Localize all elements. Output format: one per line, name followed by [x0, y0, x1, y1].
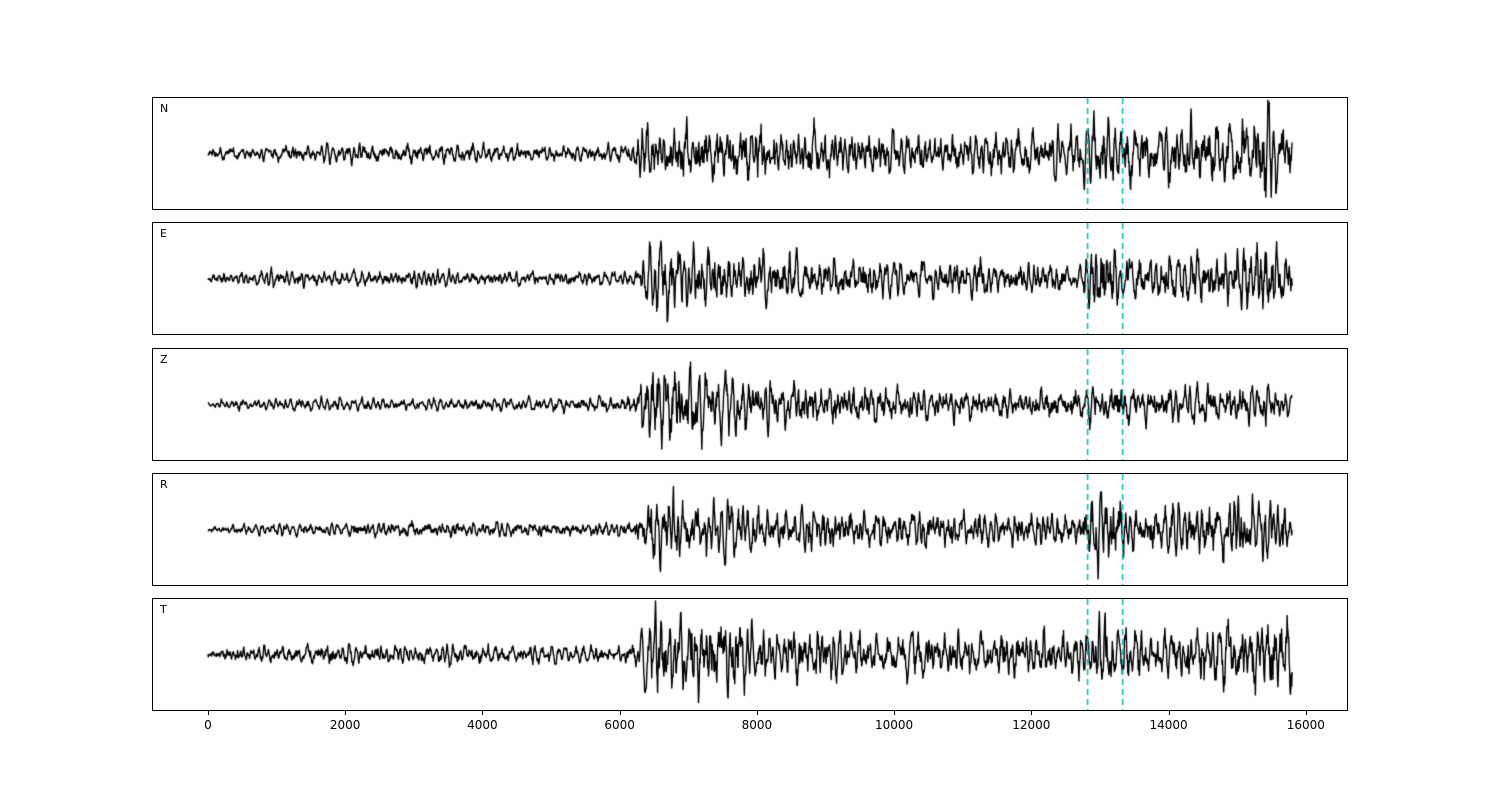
x-tick — [894, 711, 896, 715]
waveform-panel-e: E — [152, 222, 1348, 335]
x-tick-label: 0 — [204, 718, 212, 732]
waveform-panel-r: R — [152, 473, 1348, 586]
waveform-canvas-n — [153, 98, 1347, 209]
x-tick-label: 10000 — [875, 718, 914, 732]
panel-label-e: E — [160, 227, 167, 240]
x-tick-label: 4000 — [467, 718, 498, 732]
x-tick — [482, 711, 484, 715]
x-tick — [619, 711, 621, 715]
waveform-canvas-t — [153, 599, 1347, 710]
x-tick-label: 8000 — [741, 718, 773, 732]
waveform-canvas-r — [153, 474, 1347, 585]
x-tick-label: 2000 — [329, 718, 361, 732]
x-tick-label: 12000 — [1012, 718, 1051, 732]
panel-label-n: N — [160, 102, 169, 115]
panel-label-t: T — [160, 603, 167, 616]
waveform-panel-n: N — [152, 97, 1348, 210]
x-tick — [1031, 711, 1033, 715]
x-tick — [1168, 711, 1170, 715]
x-axis: 0 2000 4000 6000 8000 10000 12000 14000 16000 — [0, 711, 1500, 745]
x-tick — [756, 711, 758, 715]
x-tick — [345, 711, 347, 715]
x-tick — [1305, 711, 1307, 715]
x-tick-label: 16000 — [1286, 718, 1325, 732]
panel-label-r: R — [160, 478, 168, 491]
x-tick-label: 6000 — [604, 718, 635, 732]
waveform-canvas-z — [153, 349, 1347, 460]
panel-label-z: Z — [160, 353, 168, 366]
x-tick — [207, 711, 209, 715]
waveform-panel-z: Z — [152, 348, 1348, 461]
waveform-canvas-e — [153, 223, 1347, 334]
waveform-panel-t: T — [152, 598, 1348, 711]
x-tick-label: 14000 — [1149, 718, 1188, 732]
